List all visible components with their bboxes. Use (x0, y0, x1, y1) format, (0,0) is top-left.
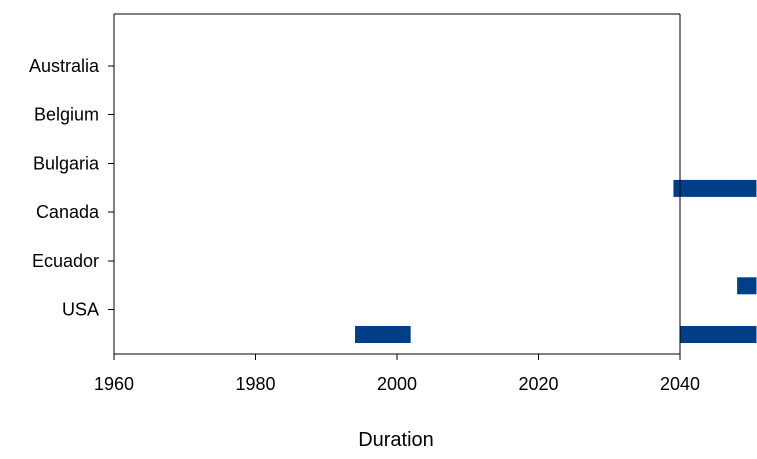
x-tick-label: 2000 (377, 374, 417, 394)
range-bar-usa (679, 325, 757, 344)
y-tick-label: Belgium (34, 105, 99, 125)
y-axis: Australia Belgium Bulgaria Canada Ecuador USA (29, 56, 114, 320)
x-tick-label: 1960 (94, 374, 134, 394)
x-axis: 1960 1980 2000 2020 2040 (94, 354, 700, 394)
y-tick-label: Bulgaria (33, 153, 100, 173)
x-tick-label: 2040 (660, 374, 700, 394)
y-tick-label: Canada (36, 202, 100, 222)
range-bar-ecuador (736, 276, 757, 296)
range-bar-usa (354, 325, 412, 344)
range-bar-bulgaria (672, 178, 757, 198)
y-tick-label: Australia (29, 56, 100, 76)
y-tick-label: Ecuador (32, 251, 99, 271)
x-tick-label: 1980 (235, 374, 275, 394)
y-tick-label: USA (62, 300, 99, 320)
bars-layer (354, 178, 757, 344)
x-axis-title: Duration (358, 429, 434, 451)
plot-frame (113, 13, 681, 355)
x-tick-label: 2020 (518, 374, 558, 394)
